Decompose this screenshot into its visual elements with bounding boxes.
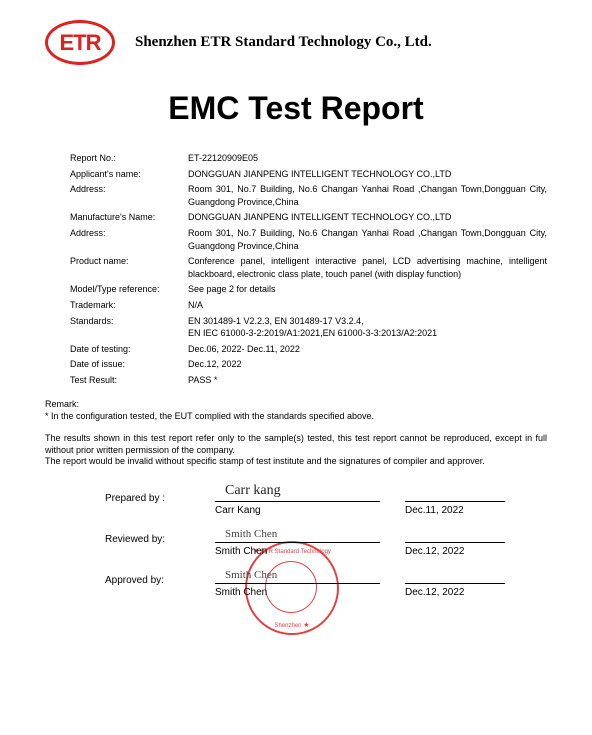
field-row: Test Result:PASS * <box>70 374 547 387</box>
field-row: Date of testing:Dec.06, 2022- Dec.11, 20… <box>70 343 547 356</box>
sig-script-prepared: Carr kang <box>225 483 281 499</box>
field-label: Product name: <box>70 255 188 280</box>
signatures-block: ★ ETR Standard Technology Shenzhen ★ Pre… <box>105 493 547 598</box>
report-title: EMC Test Report <box>45 90 547 127</box>
field-row: Report No.:ET-22120909E05 <box>70 152 547 165</box>
field-label: Standards: <box>70 315 188 340</box>
field-label: Report No.: <box>70 152 188 165</box>
remark-heading: Remark: <box>45 399 547 411</box>
field-value: ET-22120909E05 <box>188 152 547 165</box>
field-label: Applicant's name: <box>70 168 188 181</box>
field-value: Room 301, No.7 Building, No.6 Changan Ya… <box>188 227 547 252</box>
field-label: Manufacture's Name: <box>70 211 188 224</box>
header: ETR Shenzhen ETR Standard Technology Co.… <box>45 20 547 65</box>
field-row: Address:Room 301, No.7 Building, No.6 Ch… <box>70 227 547 252</box>
field-label: Model/Type reference: <box>70 283 188 296</box>
report-page: ETR Shenzhen ETR Standard Technology Co.… <box>0 0 592 636</box>
etr-logo: ETR <box>45 20 115 65</box>
sig-name-approved: Smith Chen <box>215 583 380 598</box>
field-row: Product name:Conference panel, intellige… <box>70 255 547 280</box>
sig-script-approved: Smith Chen <box>225 569 277 581</box>
sig-date-prepared: Dec.11, 2022 <box>405 501 505 516</box>
sig-row-reviewed: Reviewed by: Smith Chen Smith Chen Dec.1… <box>105 534 547 557</box>
field-value: Dec.12, 2022 <box>188 358 547 371</box>
field-label: Address: <box>70 183 188 208</box>
field-row: Model/Type reference:See page 2 for deta… <box>70 283 547 296</box>
field-value: PASS * <box>188 374 547 387</box>
field-value: Conference panel, intelligent interactiv… <box>188 255 547 280</box>
field-value: EN 301489-1 V2.2.3, EN 301489-17 V3.2.4,… <box>188 315 547 340</box>
field-row: Address:Room 301, No.7 Building, No.6 Ch… <box>70 183 547 208</box>
sig-name-prepared: Carr Kang <box>215 501 380 516</box>
sig-date-approved: Dec.12, 2022 <box>405 583 505 598</box>
sig-label-approved: Approved by: <box>105 575 215 598</box>
fields-block: Report No.:ET-22120909E05Applicant's nam… <box>70 152 547 387</box>
field-value: Room 301, No.7 Building, No.6 Changan Ya… <box>188 183 547 208</box>
company-name: Shenzhen ETR Standard Technology Co., Lt… <box>135 34 432 51</box>
field-label: Trademark: <box>70 299 188 312</box>
sig-name-reviewed: Smith Chen <box>215 542 380 557</box>
sig-row-prepared: Prepared by : Carr kang Carr Kang Dec.11… <box>105 493 547 516</box>
disclaimer: The results shown in this test report re… <box>45 433 547 468</box>
field-label: Test Result: <box>70 374 188 387</box>
field-value: DONGGUAN JIANPENG INTELLIGENT TECHNOLOGY… <box>188 168 547 181</box>
remark-block: Remark: * In the configuration tested, t… <box>45 399 547 423</box>
field-row: Manufacture's Name:DONGGUAN JIANPENG INT… <box>70 211 547 224</box>
remark-text: * In the configuration tested, the EUT c… <box>45 411 547 423</box>
sig-label-prepared: Prepared by : <box>105 493 215 516</box>
field-label: Address: <box>70 227 188 252</box>
field-value: DONGGUAN JIANPENG INTELLIGENT TECHNOLOGY… <box>188 211 547 224</box>
field-value: N/A <box>188 299 547 312</box>
sig-date-reviewed: Dec.12, 2022 <box>405 542 505 557</box>
field-label: Date of issue: <box>70 358 188 371</box>
sig-row-approved: Approved by: Smith Chen Smith Chen Dec.1… <box>105 575 547 598</box>
field-value: See page 2 for details <box>188 283 547 296</box>
logo-text: ETR <box>60 30 101 56</box>
field-row: Applicant's name:DONGGUAN JIANPENG INTEL… <box>70 168 547 181</box>
field-row: Date of issue:Dec.12, 2022 <box>70 358 547 371</box>
sig-label-reviewed: Reviewed by: <box>105 534 215 557</box>
sig-script-reviewed: Smith Chen <box>225 528 277 540</box>
field-value: Dec.06, 2022- Dec.11, 2022 <box>188 343 547 356</box>
stamp-bottom: Shenzhen <box>275 623 302 629</box>
field-label: Date of testing: <box>70 343 188 356</box>
field-row: Trademark:N/A <box>70 299 547 312</box>
field-row: Standards:EN 301489-1 V2.2.3, EN 301489-… <box>70 315 547 340</box>
